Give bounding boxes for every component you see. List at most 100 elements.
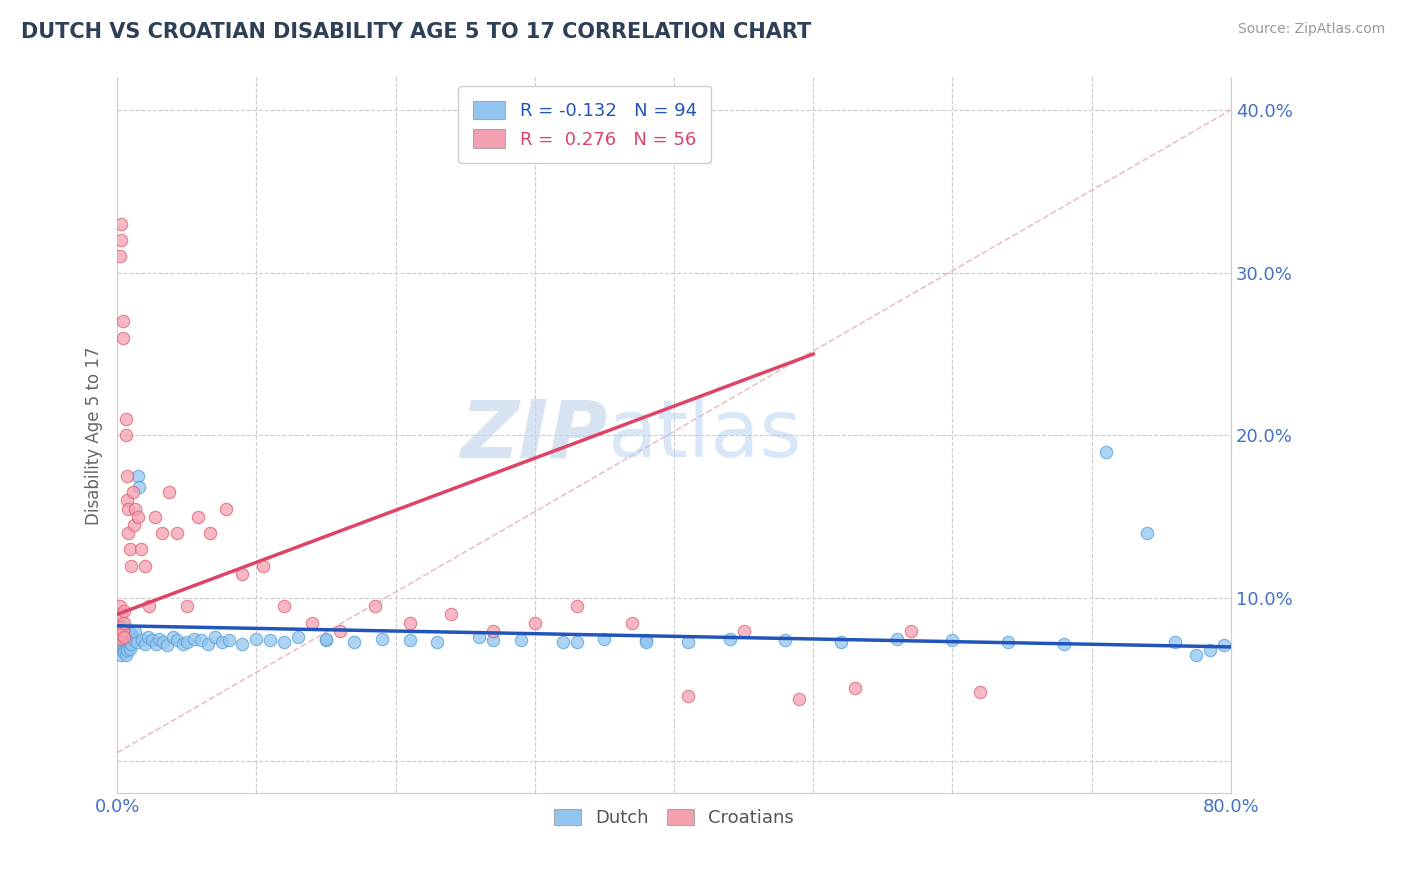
Point: [997, 635, 1019, 649]
Point: [482, 633, 505, 648]
Point: [775, 633, 797, 648]
Point: [111, 624, 134, 638]
Point: [118, 542, 141, 557]
Point: [157, 485, 180, 500]
Point: [138, 599, 160, 614]
Point: [134, 637, 156, 651]
Point: [107, 620, 129, 634]
Point: [172, 637, 194, 651]
Point: [107, 624, 129, 638]
Point: [118, 633, 141, 648]
Point: [112, 635, 135, 649]
Point: [215, 501, 238, 516]
Point: [115, 493, 138, 508]
Point: [120, 627, 142, 641]
Point: [121, 630, 143, 644]
Point: [166, 526, 188, 541]
Point: [131, 633, 153, 648]
Point: [676, 635, 699, 649]
Point: [301, 615, 323, 630]
Point: [1053, 637, 1076, 651]
Point: [112, 627, 135, 641]
Point: [398, 615, 420, 630]
Point: [941, 633, 963, 648]
Point: [364, 599, 387, 614]
Point: [112, 604, 135, 618]
Point: [148, 632, 170, 646]
Point: [112, 645, 135, 659]
Point: [273, 599, 295, 614]
Point: [127, 469, 149, 483]
Point: [124, 501, 146, 516]
Point: [127, 509, 149, 524]
Text: DUTCH VS CROATIAN DISABILITY AGE 5 TO 17 CORRELATION CHART: DUTCH VS CROATIAN DISABILITY AGE 5 TO 17…: [21, 22, 811, 42]
Point: [112, 630, 135, 644]
Point: [111, 314, 134, 328]
Point: [110, 233, 132, 247]
Point: [245, 632, 267, 646]
Point: [118, 641, 141, 656]
Point: [440, 607, 463, 622]
Point: [273, 635, 295, 649]
Point: [150, 526, 173, 541]
Point: [621, 615, 644, 630]
Point: [107, 628, 129, 642]
Point: [145, 637, 167, 651]
Point: [111, 331, 134, 345]
Point: [343, 635, 366, 649]
Point: [112, 620, 135, 634]
Point: [143, 509, 166, 524]
Point: [115, 643, 138, 657]
Point: [117, 624, 139, 638]
Point: [108, 637, 131, 651]
Point: [114, 638, 136, 652]
Point: [218, 633, 240, 648]
Point: [329, 624, 352, 638]
Point: [636, 633, 658, 648]
Point: [166, 633, 188, 648]
Point: [200, 526, 222, 541]
Point: [176, 635, 198, 649]
Point: [129, 542, 152, 557]
Point: [482, 624, 505, 638]
Text: atlas: atlas: [607, 396, 801, 475]
Point: [124, 625, 146, 640]
Point: [117, 526, 139, 541]
Point: [190, 633, 212, 648]
Y-axis label: Disability Age 5 to 17: Disability Age 5 to 17: [86, 346, 103, 524]
Point: [134, 558, 156, 573]
Point: [830, 635, 852, 649]
Point: [128, 480, 150, 494]
Point: [110, 633, 132, 648]
Point: [162, 630, 184, 644]
Point: [115, 469, 138, 483]
Point: [231, 566, 253, 581]
Point: [718, 632, 741, 646]
Point: [969, 685, 991, 699]
Point: [110, 217, 132, 231]
Point: [844, 681, 866, 695]
Point: [108, 620, 131, 634]
Point: [110, 625, 132, 640]
Point: [110, 627, 132, 641]
Point: [114, 648, 136, 662]
Point: [523, 615, 546, 630]
Point: [565, 599, 588, 614]
Point: [114, 428, 136, 442]
Point: [1094, 444, 1116, 458]
Point: [108, 249, 131, 263]
Point: [111, 635, 134, 649]
Point: [886, 632, 908, 646]
Point: [676, 689, 699, 703]
Point: [125, 635, 148, 649]
Point: [197, 637, 219, 651]
Point: [370, 632, 392, 646]
Point: [114, 412, 136, 426]
Point: [509, 633, 531, 648]
Point: [115, 635, 138, 649]
Point: [108, 632, 131, 646]
Point: [287, 630, 309, 644]
Point: [187, 509, 209, 524]
Point: [120, 558, 142, 573]
Point: [733, 624, 755, 638]
